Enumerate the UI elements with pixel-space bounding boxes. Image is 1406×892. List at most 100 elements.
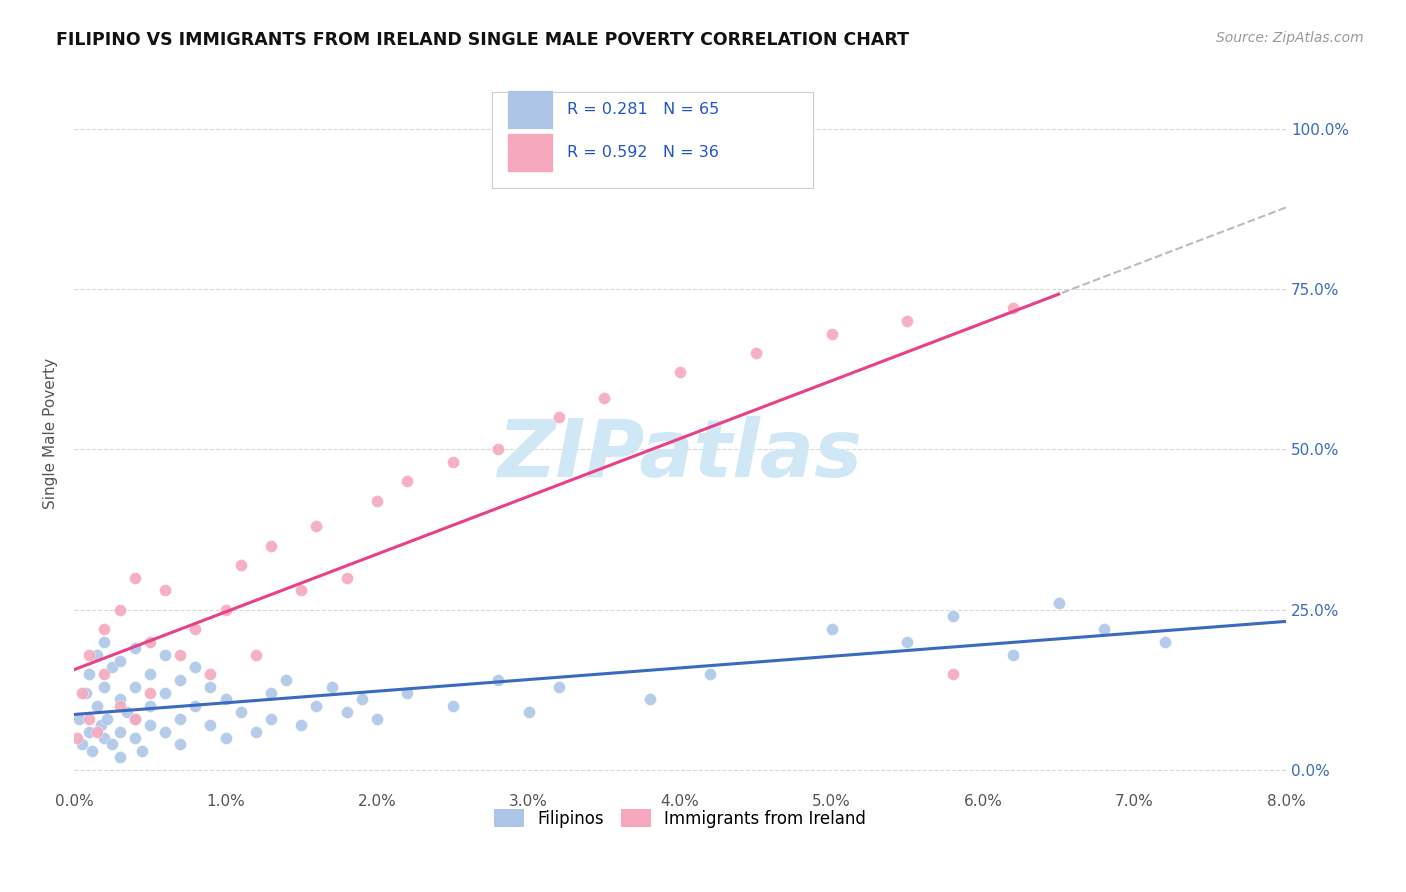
Point bbox=[638, 692, 661, 706]
Point bbox=[93, 622, 115, 636]
Point bbox=[96, 712, 118, 726]
Point bbox=[70, 686, 93, 700]
Text: ZIPatlas: ZIPatlas bbox=[498, 416, 862, 493]
Bar bbox=[506, 90, 553, 129]
Point bbox=[441, 455, 464, 469]
Point bbox=[200, 718, 222, 732]
Point bbox=[184, 622, 207, 636]
Point bbox=[245, 724, 267, 739]
Point bbox=[93, 731, 115, 745]
Point bbox=[200, 680, 222, 694]
Point bbox=[350, 692, 373, 706]
Point bbox=[108, 654, 131, 668]
Point bbox=[77, 648, 100, 662]
Point bbox=[336, 706, 359, 720]
Point bbox=[67, 712, 90, 726]
Point bbox=[108, 698, 131, 713]
Point bbox=[745, 346, 768, 360]
Point bbox=[486, 673, 509, 688]
Point bbox=[153, 724, 176, 739]
Point bbox=[486, 442, 509, 457]
Y-axis label: Single Male Poverty: Single Male Poverty bbox=[44, 358, 58, 509]
Point bbox=[942, 609, 965, 624]
Point bbox=[305, 519, 328, 533]
Point bbox=[86, 648, 108, 662]
Point bbox=[153, 686, 176, 700]
Point bbox=[93, 680, 115, 694]
Point bbox=[184, 660, 207, 674]
Point bbox=[124, 712, 146, 726]
Point bbox=[184, 698, 207, 713]
Point bbox=[77, 666, 100, 681]
Point bbox=[1002, 301, 1025, 316]
Point bbox=[139, 718, 162, 732]
Point bbox=[139, 686, 162, 700]
Point bbox=[820, 326, 842, 341]
Point bbox=[441, 698, 464, 713]
Point bbox=[547, 410, 569, 425]
Point bbox=[115, 706, 138, 720]
Point bbox=[153, 648, 176, 662]
Point bbox=[245, 648, 267, 662]
Point bbox=[214, 731, 236, 745]
Point bbox=[86, 698, 108, 713]
Point bbox=[124, 641, 146, 656]
Point bbox=[153, 583, 176, 598]
Point bbox=[229, 558, 252, 572]
Point bbox=[336, 571, 359, 585]
Point bbox=[101, 660, 124, 674]
Point bbox=[169, 673, 191, 688]
Point bbox=[1047, 596, 1070, 610]
Point bbox=[124, 571, 146, 585]
Point bbox=[321, 680, 343, 694]
Point bbox=[169, 737, 191, 751]
Point bbox=[229, 706, 252, 720]
Point bbox=[547, 680, 569, 694]
Point bbox=[75, 686, 97, 700]
Point bbox=[124, 680, 146, 694]
Point bbox=[1002, 648, 1025, 662]
Point bbox=[70, 737, 93, 751]
Point bbox=[366, 712, 388, 726]
Point bbox=[517, 706, 540, 720]
Point bbox=[101, 737, 124, 751]
Point bbox=[108, 692, 131, 706]
Point bbox=[396, 686, 419, 700]
Point bbox=[290, 583, 312, 598]
Point bbox=[66, 731, 89, 745]
Point bbox=[108, 602, 131, 616]
FancyBboxPatch shape bbox=[492, 92, 813, 187]
Point bbox=[139, 634, 162, 648]
Point bbox=[366, 493, 388, 508]
Point bbox=[93, 666, 115, 681]
Point bbox=[260, 539, 283, 553]
Point bbox=[108, 724, 131, 739]
Point bbox=[90, 718, 112, 732]
Point bbox=[131, 744, 153, 758]
Point bbox=[200, 666, 222, 681]
Point bbox=[260, 712, 283, 726]
Point bbox=[169, 648, 191, 662]
Point bbox=[260, 686, 283, 700]
Point bbox=[896, 634, 918, 648]
Point bbox=[169, 712, 191, 726]
Point bbox=[77, 712, 100, 726]
Text: FILIPINO VS IMMIGRANTS FROM IRELAND SINGLE MALE POVERTY CORRELATION CHART: FILIPINO VS IMMIGRANTS FROM IRELAND SING… bbox=[56, 31, 910, 49]
Point bbox=[139, 698, 162, 713]
Point bbox=[593, 391, 616, 405]
Point bbox=[276, 673, 298, 688]
Point bbox=[214, 692, 236, 706]
Text: Source: ZipAtlas.com: Source: ZipAtlas.com bbox=[1216, 31, 1364, 45]
Point bbox=[669, 366, 692, 380]
Point bbox=[124, 712, 146, 726]
Legend: Filipinos, Immigrants from Ireland: Filipinos, Immigrants from Ireland bbox=[488, 803, 873, 834]
Point bbox=[82, 744, 104, 758]
Point bbox=[124, 731, 146, 745]
Point bbox=[305, 698, 328, 713]
Point bbox=[699, 666, 721, 681]
Point bbox=[396, 475, 419, 489]
Point bbox=[942, 666, 965, 681]
Bar bbox=[506, 133, 553, 172]
Point bbox=[1092, 622, 1115, 636]
Point bbox=[77, 724, 100, 739]
